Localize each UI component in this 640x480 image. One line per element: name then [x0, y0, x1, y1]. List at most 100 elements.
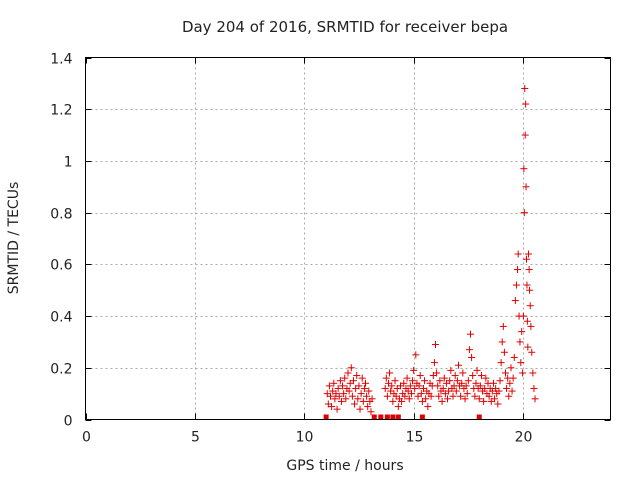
data-point: [417, 390, 425, 398]
data-point: [528, 348, 536, 356]
data-point: [331, 395, 339, 403]
data-point: [340, 390, 348, 398]
data-point: [339, 382, 347, 390]
data-point: [523, 317, 531, 325]
y-tick-label: 1.2: [50, 103, 72, 119]
data-point: [432, 341, 439, 349]
data-point: [520, 165, 528, 173]
data-point: [422, 395, 430, 403]
data-point: [465, 346, 473, 354]
missing-data-marker: [371, 414, 377, 420]
data-point: [407, 390, 415, 398]
data-point: [435, 392, 443, 400]
y-axis-label: SRMTID / TECUs: [6, 182, 22, 295]
data-point: [453, 377, 461, 385]
y-tick-label: 1: [64, 155, 73, 171]
data-point: [438, 397, 446, 405]
y-tick-label: 0.8: [50, 207, 72, 223]
data-point: [325, 382, 333, 390]
data-point: [523, 281, 531, 289]
data-point: [383, 392, 391, 400]
missing-data-marker: [378, 414, 384, 420]
missing-data-marker: [390, 414, 396, 420]
x-tick-label: 15: [406, 430, 424, 446]
data-point: [514, 250, 522, 258]
data-point: [508, 387, 516, 395]
data-point: [421, 377, 429, 385]
data-point: [447, 366, 455, 374]
data-point: [503, 384, 511, 392]
data-point: [358, 374, 366, 382]
data-point: [505, 392, 513, 400]
data-point: [511, 297, 519, 305]
data-point: [400, 379, 408, 387]
data-point: [348, 392, 356, 400]
data-point: [522, 100, 530, 108]
data-point: [363, 392, 371, 400]
data-point: [509, 374, 517, 382]
data-point: [381, 384, 389, 392]
data-point: [467, 330, 474, 338]
data-point: [336, 377, 344, 385]
data-point: [398, 397, 406, 405]
data-point: [458, 379, 466, 387]
data-point: [405, 395, 413, 403]
data-point: [482, 374, 490, 382]
data-point: [502, 369, 509, 377]
x-tick-label: 5: [191, 430, 200, 446]
data-point: [367, 408, 375, 416]
data-point: [512, 281, 520, 289]
data-point: [356, 405, 364, 413]
data-point: [409, 377, 417, 385]
data-point: [518, 328, 526, 336]
data-point: [354, 395, 362, 403]
data-point: [506, 379, 514, 387]
data-point: [444, 395, 452, 403]
data-point: [433, 369, 441, 377]
data-point: [476, 382, 484, 390]
data-point: [328, 403, 336, 411]
data-points: [323, 85, 539, 416]
y-tick-label: 0: [64, 414, 73, 430]
plot-frame: [85, 57, 611, 420]
data-point: [521, 85, 529, 93]
data-point: [499, 322, 507, 330]
data-point: [475, 395, 483, 403]
data-point: [427, 392, 435, 400]
data-point: [498, 338, 506, 346]
data-point: [434, 382, 442, 390]
data-point: [389, 397, 397, 405]
missing-data-marker: [395, 414, 401, 420]
data-point: [520, 209, 528, 217]
data-point: [341, 374, 349, 382]
data-point: [517, 359, 525, 367]
data-point: [330, 379, 338, 387]
missing-data-marker: [384, 414, 390, 420]
data-point: [412, 351, 420, 359]
grid-lines: [85, 57, 611, 420]
data-point: [415, 382, 423, 390]
data-point: [382, 374, 390, 382]
missing-data-marker: [323, 414, 329, 420]
data-point: [440, 374, 448, 382]
data-point: [496, 377, 504, 385]
data-point: [523, 255, 530, 263]
data-point: [459, 369, 467, 377]
data-point: [353, 372, 361, 380]
x-tick-label: 0: [82, 430, 91, 446]
x-tick-labels: 0 5 10 15 20: [82, 430, 532, 446]
y-tick-label: 0.2: [50, 362, 72, 378]
data-point: [345, 387, 353, 395]
data-point: [519, 312, 527, 320]
data-point: [436, 377, 444, 385]
data-point: [365, 387, 373, 395]
data-point: [464, 377, 472, 385]
data-point: [473, 366, 481, 374]
data-point: [514, 266, 522, 274]
data-point: [469, 372, 477, 380]
data-point: [451, 372, 459, 380]
data-point: [344, 369, 352, 377]
y-tick-label: 0.6: [50, 258, 72, 274]
y-tick-labels: 0 0.2 0.4 0.6 0.8 1 1.2 1.4: [50, 52, 72, 430]
data-point: [403, 374, 411, 382]
